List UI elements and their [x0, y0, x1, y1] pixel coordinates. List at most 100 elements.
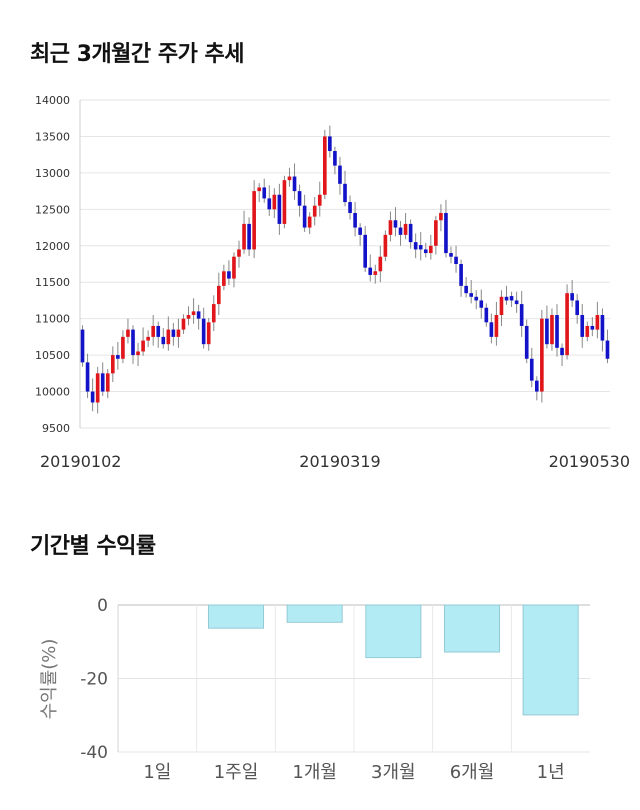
candle-body	[262, 187, 267, 199]
candle-body	[484, 307, 489, 323]
returns-y-tick-label: 0	[97, 596, 108, 616]
candle-body	[297, 191, 302, 206]
candle-body	[333, 151, 337, 166]
candle-body	[378, 256, 383, 272]
candle-body	[80, 329, 85, 363]
candle-body	[540, 318, 544, 392]
candle-body	[242, 223, 246, 250]
candle-y-tick-label: 10000	[35, 386, 70, 399]
candle-body	[292, 176, 297, 192]
candle-body	[605, 340, 610, 359]
candle-body	[439, 212, 443, 221]
candle-body	[524, 325, 529, 359]
candle-body	[166, 329, 171, 345]
candle-y-tick-label: 12500	[35, 203, 70, 216]
candle-body	[105, 373, 110, 392]
returns-category-label: 1일	[143, 762, 171, 783]
candle-body	[146, 336, 150, 341]
candle-body	[575, 300, 580, 316]
candle-body	[186, 315, 191, 319]
returns-category-label: 1년	[537, 762, 565, 783]
candle-body	[388, 220, 393, 235]
candle-body	[398, 227, 403, 235]
returns-bars	[207, 604, 579, 716]
candle-body	[393, 220, 398, 228]
candle-body	[312, 205, 317, 217]
candle-body	[514, 300, 519, 305]
candle-body	[110, 355, 115, 374]
candle-body	[100, 373, 105, 392]
candle-body	[560, 347, 564, 356]
candle-body	[555, 315, 559, 348]
returns-categories: 1일 1주일 1개월 3개월 6개월 1년	[143, 762, 564, 783]
returns-category-label: 3개월	[371, 762, 416, 783]
candle-y-tick-label: 11000	[35, 313, 70, 326]
candle-body	[353, 212, 357, 228]
candle-body	[191, 311, 196, 316]
candle-y-tick-label: 11500	[35, 276, 70, 289]
candle-chart-title: 최근 3개월간 주가 추세	[30, 42, 244, 67]
candle-body	[474, 296, 479, 301]
candle-y-tick-label: 14000	[35, 94, 70, 107]
candle-body	[413, 242, 418, 250]
candle-body	[489, 322, 494, 337]
candle-body	[423, 249, 428, 254]
candle-body	[565, 293, 569, 356]
candle-body	[595, 315, 600, 330]
candle-body	[328, 136, 332, 152]
returns-chart-title: 기간별 수익률	[30, 534, 156, 559]
candle-y-tick-label: 10500	[35, 349, 70, 362]
candle-body	[449, 253, 453, 257]
candlestick-chart: 9500 10000 10500 11000 11500 12000 12500 13000 1…	[35, 94, 630, 471]
candle-body	[90, 391, 95, 403]
returns-y-tick-label: -20	[80, 670, 108, 690]
candle-body	[282, 180, 287, 224]
candle-body	[550, 315, 554, 345]
candle-body	[156, 325, 161, 337]
candle-y-tick-label: 13000	[35, 167, 70, 180]
candle-body	[237, 249, 241, 257]
returns-y-tick-label: -40	[80, 743, 108, 763]
candle-body	[277, 194, 282, 224]
returns-grid	[117, 604, 590, 753]
candle-body	[534, 380, 539, 392]
candle-body	[459, 264, 463, 286]
candle-body	[428, 245, 433, 254]
candle-body	[317, 194, 322, 206]
candle-x-tick-label: 20190319	[299, 452, 380, 471]
returns-y-label: 수익률(%)	[39, 639, 60, 720]
candle-y-tick-label: 13500	[35, 130, 70, 143]
candle-body	[590, 325, 595, 330]
candle-body	[343, 183, 347, 203]
candle-x-ticks: 20190102 20190319 20190530	[40, 452, 630, 471]
candle-body	[302, 205, 307, 228]
candle-body	[600, 315, 605, 341]
candle-body	[85, 362, 90, 392]
candle-body	[418, 245, 423, 250]
candle-body	[257, 187, 262, 192]
returns-y-axis-label: 수익률(%)	[39, 639, 60, 720]
candle-body	[307, 216, 312, 228]
candle-body	[322, 136, 327, 195]
candle-body	[368, 267, 373, 275]
candle-body	[206, 322, 211, 345]
candle-body	[121, 336, 125, 359]
returns-bar	[286, 604, 343, 623]
candle-body	[227, 271, 231, 279]
candle-body	[287, 176, 292, 181]
candle-body	[408, 223, 413, 243]
candle-body	[216, 285, 221, 305]
candle-body	[373, 271, 378, 275]
candle-body	[222, 271, 226, 286]
candle-x-tick-label: 20190102	[40, 452, 121, 471]
candle-body	[545, 318, 549, 345]
candle-body	[499, 296, 504, 316]
candle-body	[247, 223, 251, 250]
candle-body	[176, 329, 181, 337]
candle-body	[181, 318, 186, 330]
candle-y-tick-label: 12000	[35, 240, 70, 253]
candle-body	[358, 227, 362, 235]
candle-body	[570, 293, 574, 301]
candle-body	[131, 329, 135, 356]
candle-body	[196, 311, 201, 319]
